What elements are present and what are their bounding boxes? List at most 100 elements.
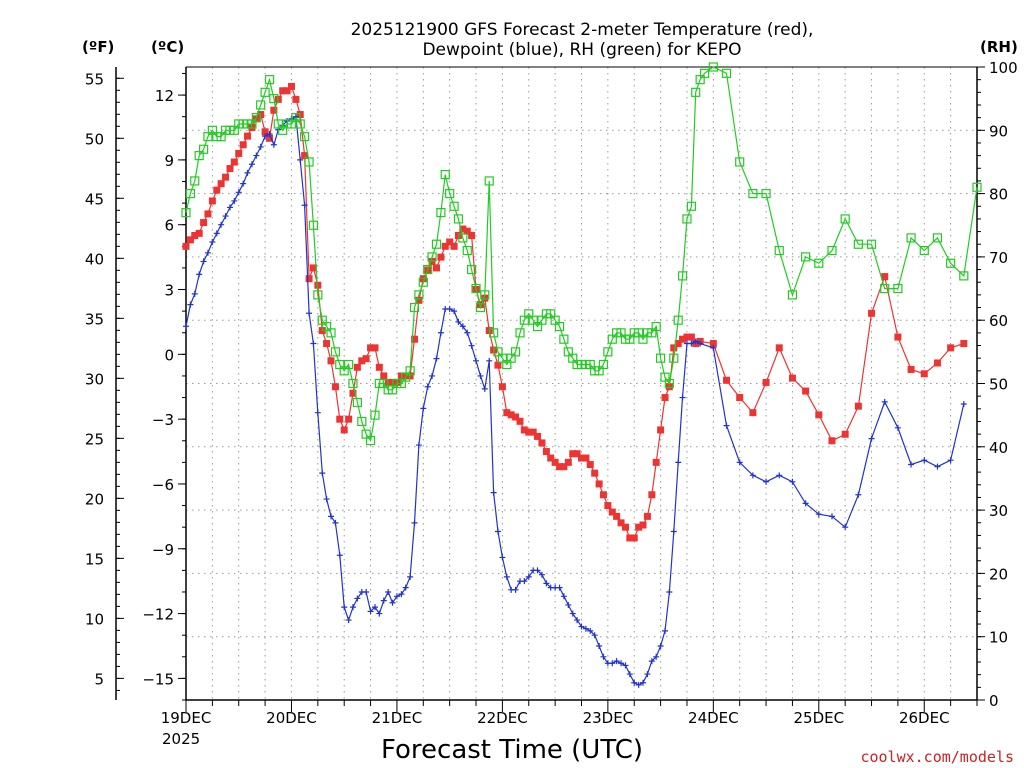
temperature-point (723, 376, 731, 384)
temperature-point (437, 253, 445, 261)
dewpoint-point (868, 435, 875, 442)
temperature-point (186, 236, 194, 244)
celsius-tick-label: 6 (164, 217, 174, 235)
dewpoint-point (653, 653, 660, 660)
dewpoint-point (240, 180, 247, 187)
temperature-point (595, 480, 603, 488)
dewpoint-point (196, 271, 203, 278)
rh-point (480, 290, 490, 300)
temperature-point (468, 232, 476, 240)
dewpoint-point (613, 658, 620, 665)
temperature-point (459, 225, 467, 233)
dewpoint-point (486, 357, 493, 364)
temperature-point (503, 409, 511, 417)
dewpoint-point (376, 610, 383, 617)
temperature-point (604, 502, 612, 510)
temperature-point (213, 186, 221, 194)
temperature-point (661, 394, 669, 402)
temperature-point (736, 394, 744, 402)
dewpoint-point (538, 571, 545, 578)
temperature-point (208, 197, 216, 205)
dewpoint-point (521, 578, 528, 585)
dewpoint-point (560, 593, 567, 600)
dewpoint-point (618, 660, 625, 667)
celsius-tick-label: 0 (164, 346, 174, 364)
dewpoint-point (675, 459, 682, 466)
temperature-point (564, 458, 572, 466)
dewpoint-point (587, 627, 594, 634)
temperature-point (314, 281, 322, 289)
temperature-point (868, 309, 876, 317)
dewpoint-point (802, 500, 809, 507)
dewpoint-point (960, 401, 967, 408)
temperature-point (279, 87, 287, 95)
dewpoint-point (596, 642, 603, 649)
dewpoint-point (574, 617, 581, 624)
temperature-point (283, 87, 291, 95)
rh-point (348, 378, 358, 389)
dewpoint-point (679, 394, 686, 401)
dewpoint-point (666, 588, 673, 595)
rh-point (598, 359, 609, 370)
dewpoint-point (503, 573, 510, 580)
rh-point (304, 157, 314, 167)
dewpoint-point (670, 528, 677, 535)
dewpoint-point (662, 627, 669, 634)
dewpoint-point (749, 472, 756, 479)
rh-point (344, 359, 354, 370)
dewpoint-point (697, 340, 704, 347)
dewpoint-point (565, 601, 572, 608)
temperature-point (204, 210, 212, 218)
rh-point (787, 290, 798, 300)
rh-point (471, 283, 481, 294)
celsius-tick-label: −12 (142, 606, 174, 624)
fahrenheit-unit-label: (ºF) (82, 38, 114, 56)
temperature-point (516, 417, 524, 425)
dewpoint-point (424, 383, 431, 390)
rh-point (959, 271, 969, 281)
rh-point (458, 233, 468, 243)
temperature-point (569, 450, 577, 458)
temperature-point (635, 523, 643, 531)
temperature-point (657, 426, 665, 434)
rh-point (269, 94, 279, 104)
temperature-point (881, 273, 889, 281)
rh-point (515, 328, 525, 338)
rh-point (748, 189, 758, 199)
rh-point (365, 435, 376, 446)
dewpoint-point (323, 496, 330, 503)
chart-title-line2: Dewpoint (blue), RH (green) for KEPO (422, 40, 741, 60)
rh-point (326, 328, 336, 338)
temperature-point (960, 340, 968, 348)
dewpoint-point (407, 573, 414, 580)
temperature-point (217, 180, 225, 188)
dewpoint-point (635, 681, 642, 688)
rh-tick-label: 30 (989, 502, 1008, 520)
rh-point (370, 410, 380, 420)
dewpoint-point (429, 372, 436, 379)
rh-tick-label: 20 (989, 565, 1008, 583)
dewpoint-point (415, 442, 422, 449)
dewpoint-point (894, 424, 901, 431)
rh-tick-label: 40 (989, 439, 1008, 457)
temperature-point (534, 432, 542, 440)
temperature-point (353, 363, 361, 371)
temperature-point (802, 387, 810, 395)
temperature-point (538, 439, 546, 447)
dewpoint-point (209, 238, 216, 245)
rh-point (603, 347, 613, 357)
temperature-point (375, 363, 383, 371)
x-axis-title: Forecast Time (UTC) (381, 735, 643, 765)
celsius-tick-label: −15 (142, 670, 174, 688)
temperature-point (226, 165, 234, 173)
temperature-point (608, 508, 616, 516)
temperature-point (573, 450, 581, 458)
rh-point (489, 328, 499, 338)
temperature-point (665, 383, 673, 391)
rh-point (761, 189, 771, 199)
dewpoint-point (591, 632, 598, 639)
rh-point (300, 132, 310, 142)
temperature-point (411, 335, 419, 343)
temperature-point (920, 370, 928, 378)
temperature-point (305, 275, 313, 283)
